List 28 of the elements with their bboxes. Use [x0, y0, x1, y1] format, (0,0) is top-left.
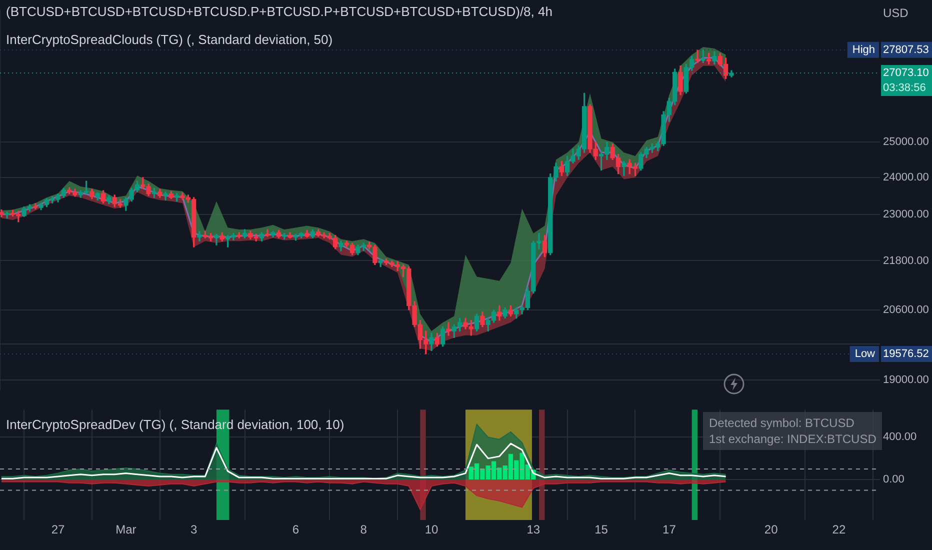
annotation: Detected symbol: BTCUSD	[709, 415, 856, 431]
text: InterCryptoSpreadClouds (TG) (, Standard deviation, 50)	[6, 32, 333, 47]
x-tick-label: 3	[190, 522, 198, 537]
x-tick-label: 27	[51, 522, 65, 537]
y-tick-label: 24000.00	[883, 171, 929, 184]
x-tick-label: 17	[662, 522, 676, 537]
y-axis-title: USD	[883, 6, 908, 20]
x-tick-label: 20	[764, 522, 778, 537]
x-tick-label: Mar	[116, 522, 136, 537]
y-tick-label: 0.00	[883, 474, 904, 486]
x-tick-label: 8	[360, 522, 368, 537]
ref-line-label: 27073.10	[883, 67, 929, 80]
ref-line-label: High 27807.53	[852, 44, 929, 56]
text: 03:38:56	[883, 82, 926, 94]
y-tick-label: 20600.00	[883, 304, 929, 316]
y-tick-label: 21800.00	[883, 254, 929, 267]
ref-line-label: Low 19576.52	[854, 348, 929, 360]
chart-title: (BTCUSD+BTCUSD+BTCUSD+BTCUSD.P+BTCUSD.P+BTCUSD+BTCUSD+BTCUSD)/8, 4h	[6, 4, 552, 19]
x-tick-label: 6	[292, 522, 300, 537]
y-tick-label: 25000.00	[883, 136, 929, 148]
x-tick-label: 13	[526, 522, 540, 537]
x-tick-label: 10	[424, 522, 439, 537]
y-tick-label: 19000.00	[883, 374, 929, 386]
x-tick-label: 22	[832, 522, 846, 537]
annotation: 1st exchange: INDEX:BTCUSD	[709, 431, 876, 447]
y-tick-label: 23000.00	[883, 208, 929, 220]
y-tick-label: 400.00	[883, 431, 917, 444]
x-tick-label: 15	[594, 522, 608, 537]
